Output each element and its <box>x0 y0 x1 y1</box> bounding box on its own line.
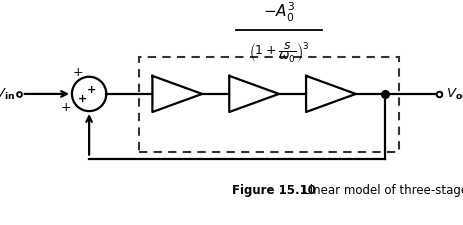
Text: $V_{\mathbf{in}}$: $V_{\mathbf{in}}$ <box>0 87 15 102</box>
Text: +: + <box>73 65 83 79</box>
Bar <box>139 58 399 152</box>
Text: Linear model of three-stage ring oscillator.: Linear model of three-stage ring oscilla… <box>232 183 463 196</box>
Text: $-A_0^3$: $-A_0^3$ <box>263 1 295 24</box>
Text: +: + <box>78 93 88 103</box>
Text: +: + <box>60 101 71 114</box>
Text: $\left(1+\dfrac{s}{\omega_0}\right)^3$: $\left(1+\dfrac{s}{\omega_0}\right)^3$ <box>249 41 309 65</box>
Text: $V_{\mathbf{out}}$: $V_{\mathbf{out}}$ <box>446 87 463 102</box>
Text: +: + <box>87 85 96 94</box>
Text: Figure 15.10: Figure 15.10 <box>232 183 315 196</box>
